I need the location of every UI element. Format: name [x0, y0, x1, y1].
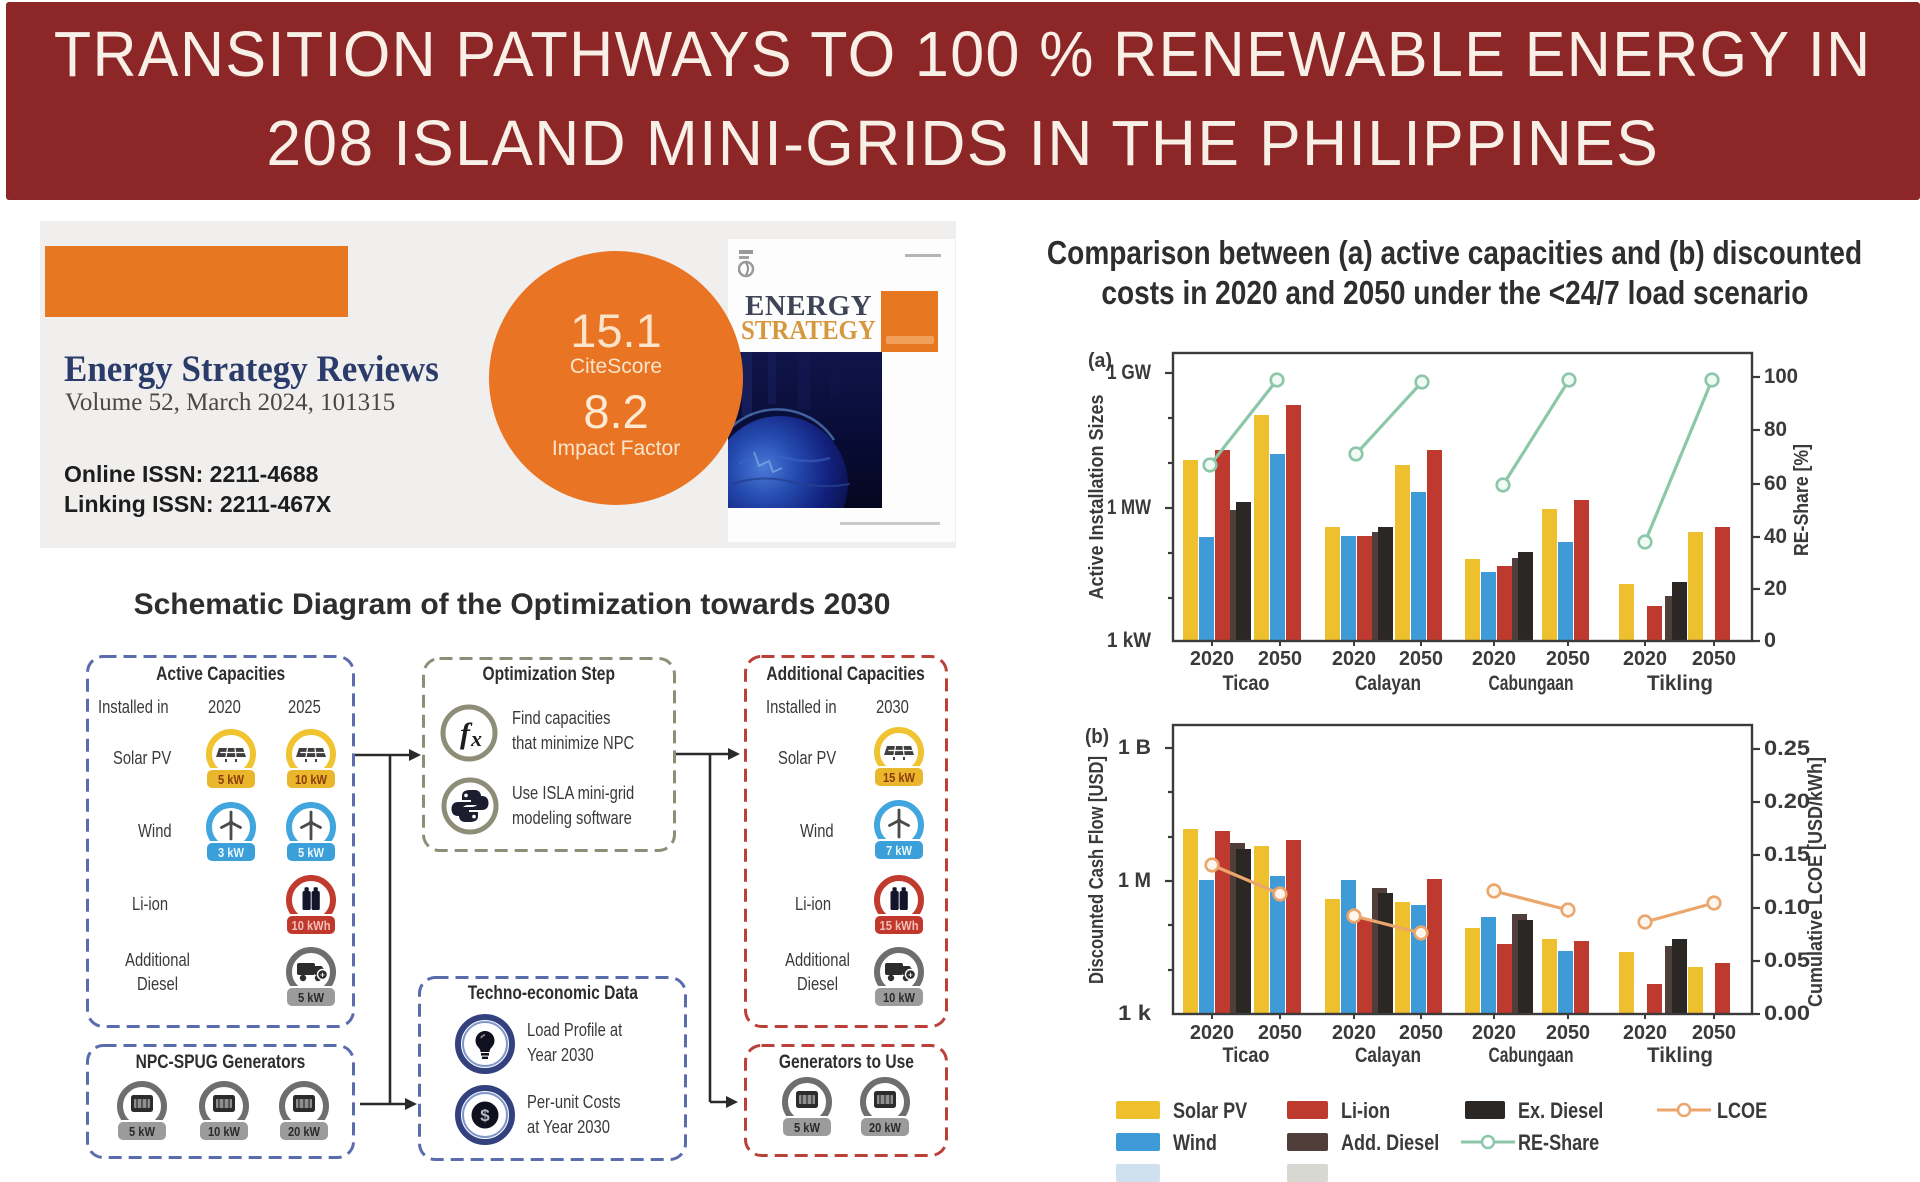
svg-text:1 kW: 1 kW: [1107, 629, 1151, 652]
svg-text:5 kW: 5 kW: [794, 1120, 821, 1135]
svg-text:5 kW: 5 kW: [218, 772, 245, 787]
svg-text:Cabungaan: Cabungaan: [1489, 1044, 1574, 1067]
svg-text:1 M: 1 M: [1118, 869, 1151, 892]
svg-text:Ticao: Ticao: [1223, 1044, 1270, 1067]
svg-text:RE-Share [%]: RE-Share [%]: [1791, 444, 1813, 556]
svg-text:(a): (a): [1088, 350, 1112, 372]
svg-text:Calayan: Calayan: [1355, 1044, 1421, 1067]
svg-text:2050: 2050: [1399, 648, 1443, 670]
svg-text:100: 100: [1764, 365, 1798, 388]
svg-text:0.00: 0.00: [1764, 1002, 1810, 1025]
svg-text:2050: 2050: [1258, 648, 1302, 670]
svg-text:0.20: 0.20: [1764, 790, 1810, 813]
svg-text:2020: 2020: [1332, 1022, 1376, 1044]
svg-text:15 kW: 15 kW: [883, 770, 916, 785]
svg-text:3 kW: 3 kW: [218, 845, 245, 860]
svg-text:Tikling: Tikling: [1647, 1044, 1713, 1067]
svg-text:Discounted Cash Flow [USD]: Discounted Cash Flow [USD]: [1086, 756, 1108, 984]
svg-text:60: 60: [1764, 472, 1787, 495]
svg-text:f: f: [460, 717, 473, 750]
svg-text:80: 80: [1764, 418, 1787, 441]
svg-text:0.10: 0.10: [1764, 896, 1810, 919]
svg-text:0.15: 0.15: [1764, 843, 1810, 866]
svg-text:Cabungaan: Cabungaan: [1489, 672, 1574, 695]
svg-text:2050: 2050: [1692, 648, 1736, 670]
svg-text:1 GW: 1 GW: [1107, 361, 1151, 384]
svg-text:2050: 2050: [1258, 1022, 1302, 1044]
svg-text:15 kWh: 15 kWh: [880, 918, 919, 933]
svg-text:2050: 2050: [1546, 1022, 1590, 1044]
svg-text:40: 40: [1764, 525, 1787, 548]
svg-text:5 kW: 5 kW: [129, 1124, 156, 1139]
svg-text:Tikling: Tikling: [1647, 672, 1713, 695]
svg-text:+: +: [908, 971, 913, 980]
svg-text:0: 0: [1764, 629, 1776, 652]
svg-text:20 kW: 20 kW: [288, 1124, 321, 1139]
svg-text:x: x: [470, 726, 482, 751]
svg-text:$: $: [480, 1106, 490, 1125]
svg-text:2020: 2020: [1623, 648, 1667, 670]
svg-text:0.05: 0.05: [1764, 949, 1810, 972]
svg-text:Active Installation Sizes: Active Installation Sizes: [1086, 395, 1108, 600]
svg-text:5 kW: 5 kW: [298, 845, 325, 860]
svg-text:10 kW: 10 kW: [883, 990, 916, 1005]
svg-text:Cumulative LCOE [USD/kWh]: Cumulative LCOE [USD/kWh]: [1805, 757, 1827, 1007]
svg-text:1 B: 1 B: [1118, 736, 1151, 759]
svg-text:2020: 2020: [1472, 648, 1516, 670]
svg-text:20: 20: [1764, 577, 1787, 600]
svg-text:10 kW: 10 kW: [295, 772, 328, 787]
svg-text:2020: 2020: [1623, 1022, 1667, 1044]
svg-text:(b): (b): [1085, 726, 1109, 748]
svg-text:Ticao: Ticao: [1223, 672, 1270, 695]
svg-text:2050: 2050: [1692, 1022, 1736, 1044]
svg-text:2020: 2020: [1472, 1022, 1516, 1044]
svg-text:2050: 2050: [1399, 1022, 1443, 1044]
svg-text:2020: 2020: [1190, 648, 1234, 670]
svg-text:1 k: 1 k: [1118, 1002, 1151, 1025]
svg-text:20 kW: 20 kW: [869, 1120, 902, 1135]
svg-text:2050: 2050: [1546, 648, 1590, 670]
svg-text:5 kW: 5 kW: [298, 990, 325, 1005]
svg-text:0.25: 0.25: [1764, 737, 1810, 760]
svg-text:+: +: [320, 971, 325, 980]
svg-text:Calayan: Calayan: [1355, 672, 1421, 695]
svg-text:10 kWh: 10 kWh: [292, 918, 331, 933]
svg-text:2020: 2020: [1332, 648, 1376, 670]
svg-text:10 kW: 10 kW: [208, 1124, 241, 1139]
svg-text:2020: 2020: [1190, 1022, 1234, 1044]
svg-text:1 MW: 1 MW: [1107, 496, 1151, 519]
svg-text:7 kW: 7 kW: [886, 843, 913, 858]
